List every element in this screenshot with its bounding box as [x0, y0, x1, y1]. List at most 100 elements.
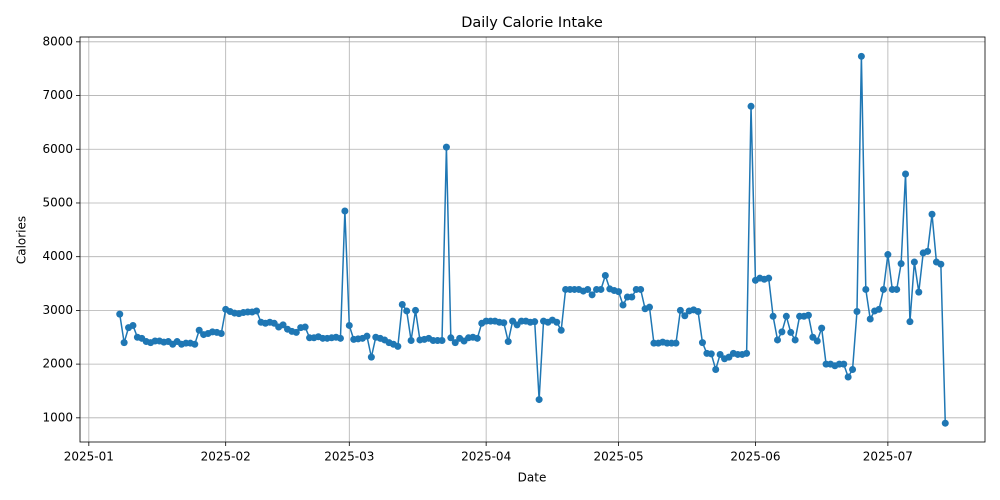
data-point	[818, 324, 826, 332]
y-tick-label: 1000	[42, 410, 73, 424]
data-point	[915, 288, 923, 296]
data-point	[774, 336, 782, 344]
data-point	[849, 365, 857, 373]
data-point	[279, 321, 287, 329]
data-point	[813, 337, 821, 345]
data-point	[645, 303, 653, 311]
data-point	[619, 301, 627, 309]
data-point	[116, 310, 124, 318]
x-tick-label: 2025-02	[201, 450, 251, 464]
y-tick-label: 2000	[42, 357, 73, 371]
x-tick-label: 2025-04	[461, 450, 511, 464]
data-point	[292, 328, 300, 336]
data-point	[301, 323, 309, 331]
y-tick-label: 6000	[42, 142, 73, 156]
y-tick-label: 5000	[42, 195, 73, 209]
data-point	[588, 291, 596, 299]
x-tick-label: 2025-06	[730, 450, 780, 464]
y-tick-label: 3000	[42, 303, 73, 317]
data-point	[473, 334, 481, 342]
data-point	[120, 339, 128, 347]
data-point	[893, 285, 901, 293]
data-point	[615, 288, 623, 296]
data-point	[941, 419, 949, 427]
data-point	[866, 315, 874, 323]
data-point	[367, 353, 375, 361]
data-point	[217, 329, 225, 337]
data-point	[438, 336, 446, 344]
y-tick-label: 8000	[42, 34, 73, 48]
data-point	[398, 300, 406, 308]
data-point	[716, 350, 724, 358]
data-point	[341, 207, 349, 215]
data-point	[778, 328, 786, 336]
data-point	[928, 210, 936, 218]
data-point	[924, 247, 932, 255]
data-point	[442, 143, 450, 151]
data-point	[195, 326, 203, 334]
data-point	[504, 338, 512, 346]
y-tick-label: 4000	[42, 249, 73, 263]
data-point	[597, 285, 605, 293]
data-point	[584, 285, 592, 293]
data-point	[253, 307, 261, 315]
data-point	[884, 251, 892, 259]
data-point	[743, 349, 751, 357]
data-point	[407, 336, 415, 344]
data-point	[412, 306, 420, 314]
data-point	[336, 334, 344, 342]
data-point	[628, 293, 636, 301]
data-point	[844, 373, 852, 381]
data-point	[862, 285, 870, 293]
chart-title: Daily Calorie Intake	[461, 15, 603, 31]
data-point	[902, 170, 910, 178]
data-point	[535, 396, 543, 404]
data-point	[191, 340, 199, 348]
x-tick-label: 2025-01	[64, 450, 114, 464]
data-point	[840, 360, 848, 368]
data-point	[694, 307, 702, 315]
data-point	[394, 342, 402, 350]
data-point	[676, 306, 684, 314]
data-point	[672, 339, 680, 347]
data-point	[451, 339, 459, 347]
data-point	[897, 260, 905, 268]
data-point	[787, 328, 795, 336]
data-point	[910, 258, 918, 266]
data-point	[403, 307, 411, 315]
data-point	[791, 336, 799, 344]
data-point	[875, 305, 883, 313]
x-tick-label: 2025-05	[594, 450, 644, 464]
data-point	[747, 102, 755, 110]
y-axis-label: Calories	[15, 216, 29, 264]
data-point	[601, 271, 609, 279]
data-point	[129, 321, 137, 329]
x-tick-label: 2025-03	[324, 450, 374, 464]
data-point	[557, 326, 565, 334]
data-point	[698, 339, 706, 347]
x-axis-label: Date	[518, 471, 547, 485]
data-point	[769, 312, 777, 320]
data-point	[937, 260, 945, 268]
y-tick-label: 7000	[42, 88, 73, 102]
data-point	[553, 318, 561, 326]
data-point	[681, 312, 689, 320]
data-point	[804, 311, 812, 319]
data-point	[906, 318, 914, 326]
data-point	[345, 321, 353, 329]
data-point	[707, 350, 715, 358]
data-point	[879, 285, 887, 293]
x-tick-label: 2025-07	[863, 450, 913, 464]
data-point	[853, 307, 861, 315]
data-point	[500, 319, 508, 327]
data-point	[531, 318, 539, 326]
data-point	[857, 52, 865, 60]
data-point	[637, 285, 645, 293]
plot-frame	[79, 36, 986, 443]
data-line	[118, 56, 947, 424]
data-point	[363, 332, 371, 340]
data-point	[782, 312, 790, 320]
data-point	[765, 274, 773, 282]
